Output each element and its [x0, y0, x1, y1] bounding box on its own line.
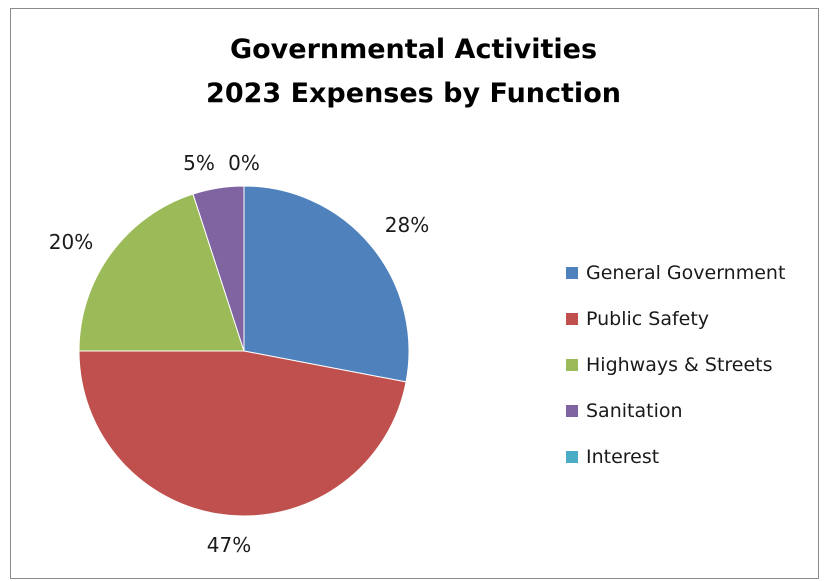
pie-data-labels: 28% 47% 20% 5% 0% — [49, 151, 429, 557]
data-label-sanitation: 5% — [183, 151, 215, 175]
legend-item-highways-and-streets: Highways & Streets — [566, 342, 821, 388]
legend-swatch — [566, 405, 578, 417]
legend-label: Sanitation — [586, 400, 683, 422]
pie-slice-general-government — [243, 185, 410, 383]
chart-title-line-2: 2023 Expenses by Function — [206, 78, 621, 109]
legend-label: Interest — [586, 446, 660, 468]
data-label-general-government: 28% — [385, 213, 429, 237]
legend-swatch — [566, 267, 578, 279]
chart-title: Governmental Activities 2023 Expenses by… — [0, 28, 827, 116]
legend-item-general-government: General Government — [566, 250, 821, 296]
pie-slice-public-safety — [78, 350, 407, 517]
pie-slice-highways-and-streets — [78, 193, 245, 352]
legend-item-interest: Interest — [566, 434, 821, 480]
pie-slices — [78, 185, 410, 517]
data-label-public-safety: 47% — [207, 533, 251, 557]
legend-item-public-safety: Public Safety — [566, 296, 821, 342]
data-label-interest: 0% — [228, 151, 260, 175]
legend-label: General Government — [586, 262, 786, 284]
legend-swatch — [566, 451, 578, 463]
legend-swatch — [566, 359, 578, 371]
legend-swatch — [566, 313, 578, 325]
legend-label: Public Safety — [586, 308, 710, 330]
data-label-highways-and-streets: 20% — [49, 230, 93, 254]
legend-label: Highways & Streets — [586, 354, 773, 376]
chart-title-line-1: Governmental Activities — [229, 34, 598, 65]
legend-item-sanitation: Sanitation — [566, 388, 821, 434]
pie-slice-sanitation — [192, 185, 245, 352]
chart-legend: General Government Public Safety Highways … — [566, 250, 821, 480]
